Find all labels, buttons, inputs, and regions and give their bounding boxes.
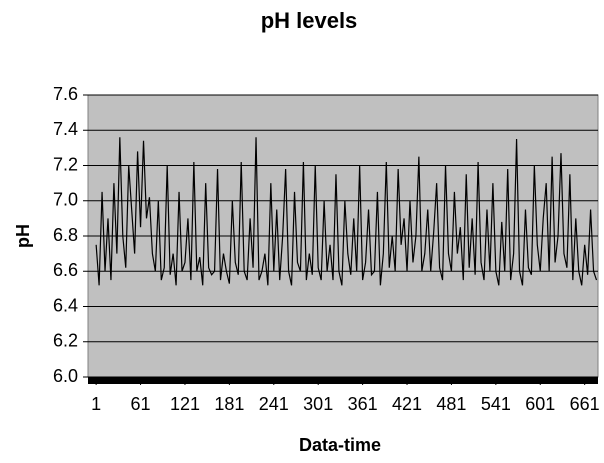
y-tick-label: 6.6: [53, 260, 78, 280]
y-axis-title: pH: [13, 224, 33, 248]
y-tick-label: 6.4: [53, 295, 78, 315]
data-line: [95, 137, 598, 286]
y-tick-label: 7.6: [53, 84, 78, 104]
y-tick-label: 7.2: [53, 154, 78, 174]
x-tick-label: 601: [525, 394, 555, 414]
x-tick-label: 181: [214, 394, 244, 414]
y-tick-label: 7.0: [53, 190, 78, 210]
y-tick-label: 7.4: [53, 119, 78, 139]
y-tick-label: 6.8: [53, 225, 78, 245]
x-tick-label: 481: [436, 394, 466, 414]
x-tick-label: 121: [170, 394, 200, 414]
y-tick-label: 6.0: [53, 366, 78, 386]
x-axis-title: Data-time: [299, 435, 381, 455]
y-tick-label: 6.2: [53, 331, 78, 351]
x-tick-label: 541: [481, 394, 511, 414]
x-tick-label: 61: [131, 394, 151, 414]
x-tick-label: 241: [259, 394, 289, 414]
x-axis-band: [88, 377, 598, 384]
x-tick-label: 1: [91, 394, 101, 414]
chart-title: pH levels: [261, 8, 358, 33]
x-tick-label: 301: [303, 394, 333, 414]
x-tick-label: 361: [348, 394, 378, 414]
x-tick-label: 661: [570, 394, 600, 414]
x-tick-label: 421: [392, 394, 422, 414]
